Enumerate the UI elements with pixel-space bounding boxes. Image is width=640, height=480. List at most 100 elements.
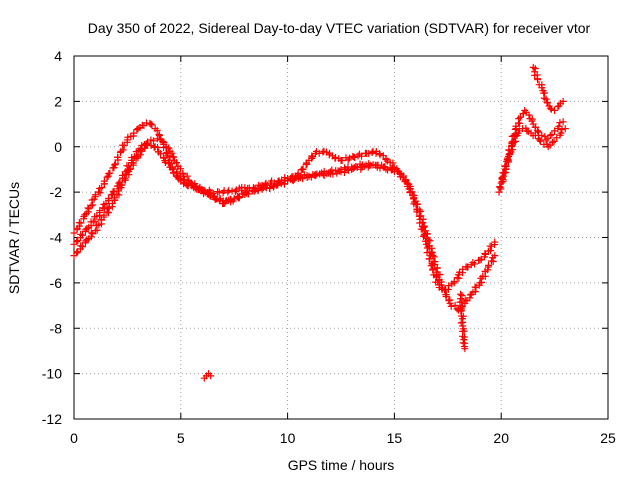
data-point-trace-c xyxy=(244,190,252,198)
data-point-trace-b xyxy=(365,150,373,158)
data-point-trace-f xyxy=(534,127,542,135)
data-point-trace-h xyxy=(547,105,555,113)
data-point-trace-g xyxy=(503,156,511,164)
data-point-trace-c xyxy=(248,187,256,195)
data-point-trace-a xyxy=(450,278,458,286)
data-point-trace-c xyxy=(157,150,165,158)
data-point-trace-a xyxy=(112,160,120,168)
data-point-trace-b xyxy=(396,173,404,181)
data-point-trace-c xyxy=(104,204,112,212)
data-point-trace-b xyxy=(153,135,161,143)
data-point-trace-b xyxy=(165,144,173,152)
data-point-trace-c xyxy=(273,181,281,189)
data-point-trace-c xyxy=(154,143,162,151)
data-point-trace-g xyxy=(502,162,510,170)
data-point-trace-c xyxy=(254,186,262,194)
data-point-trace-h xyxy=(534,76,542,84)
data-point-trace-c xyxy=(165,158,173,166)
data-point-trace-c xyxy=(188,181,196,189)
data-point-trace-g xyxy=(536,136,544,144)
y-tick-labels: 4 2 0 -2 -4 -6 -8 -10 -12 xyxy=(42,48,62,427)
x-tick-label: 10 xyxy=(280,430,296,446)
axis-ticks xyxy=(73,55,609,420)
data-point-trace-c xyxy=(212,195,220,203)
data-point-trace-b xyxy=(338,157,346,165)
data-point-trace-b xyxy=(150,137,158,145)
data-point-trace-b xyxy=(176,165,184,173)
data-point-trace-c xyxy=(227,196,235,204)
data-point-trace-g xyxy=(531,131,539,139)
data-point-trace-b xyxy=(491,252,499,260)
x-tick-label: 0 xyxy=(70,430,78,446)
data-point-trace-a xyxy=(163,148,171,156)
data-point-trace-c xyxy=(181,176,189,184)
data-point-trace-c xyxy=(390,168,398,176)
x-tick-label: 15 xyxy=(387,430,403,446)
data-point-trace-c xyxy=(311,171,319,179)
data-point-trace-b xyxy=(160,139,168,147)
data-point-trace-b xyxy=(429,252,437,260)
data-point-trace-a xyxy=(445,282,453,290)
data-point-trace-f xyxy=(516,119,524,127)
data-point-trace-b xyxy=(420,223,428,231)
y-tick-label: -12 xyxy=(42,411,62,427)
data-point-trace-c xyxy=(118,181,126,189)
data-points xyxy=(70,63,569,382)
data-point-trace-b xyxy=(351,153,359,161)
data-point-trace-d xyxy=(458,306,466,314)
data-point-trace-b xyxy=(485,261,493,269)
data-point-trace-f xyxy=(559,118,567,126)
data-point-trace-b xyxy=(477,278,485,286)
data-point-trace-a xyxy=(106,169,114,177)
data-point-trace-b xyxy=(368,148,376,156)
data-point-trace-f xyxy=(556,119,564,127)
data-point-trace-g xyxy=(561,125,569,133)
data-point-trace-c xyxy=(267,181,275,189)
data-point-trace-a xyxy=(491,238,499,246)
data-point-trace-a xyxy=(488,242,496,250)
data-point-trace-c xyxy=(100,211,108,219)
data-point-trace-c xyxy=(299,175,307,183)
data-point-trace-b xyxy=(408,188,416,196)
data-point-trace-d xyxy=(459,339,467,347)
x-axis-label: GPS time / hours xyxy=(288,457,395,473)
data-point-trace-h xyxy=(543,98,551,106)
data-point-trace-a xyxy=(124,133,132,141)
data-point-trace-f xyxy=(495,188,503,196)
data-point-trace-a xyxy=(100,177,108,185)
chart-title: Day 350 of 2022, Sidereal Day-to-day VTE… xyxy=(88,20,591,36)
data-point-trace-a xyxy=(148,121,156,129)
data-point-trace-b xyxy=(440,286,448,294)
data-point-trace-e xyxy=(207,372,215,380)
data-point-trace-c xyxy=(215,196,223,204)
data-point-trace-g xyxy=(548,138,556,146)
data-point-trace-f xyxy=(496,183,504,191)
data-point-trace-a xyxy=(147,120,155,128)
y-tick-label: -6 xyxy=(50,275,63,291)
data-point-trace-c xyxy=(221,199,229,207)
data-point-trace-c xyxy=(110,194,118,202)
data-point-trace-a xyxy=(95,188,103,196)
data-point-trace-c xyxy=(376,164,384,172)
data-point-trace-d xyxy=(461,345,469,353)
data-point-trace-b xyxy=(376,151,384,159)
data-point-trace-a xyxy=(471,260,479,268)
data-point-trace-c xyxy=(168,165,176,173)
data-point-trace-h xyxy=(551,106,559,114)
data-point-trace-c xyxy=(78,243,86,251)
data-point-trace-d xyxy=(457,295,465,303)
data-point-trace-b xyxy=(426,237,434,245)
data-point-trace-a xyxy=(70,229,78,237)
data-point-trace-c xyxy=(144,140,152,148)
data-point-trace-c xyxy=(136,147,144,155)
data-point-trace-b xyxy=(315,149,323,157)
data-point-trace-b xyxy=(169,153,177,161)
data-point-trace-b xyxy=(433,264,441,272)
data-point-trace-a xyxy=(77,219,85,227)
x-tick-label: 25 xyxy=(600,430,616,446)
data-point-trace-a xyxy=(429,266,437,274)
data-point-trace-c xyxy=(337,165,345,173)
data-point-trace-c xyxy=(307,173,315,181)
data-point-trace-a xyxy=(111,161,119,169)
